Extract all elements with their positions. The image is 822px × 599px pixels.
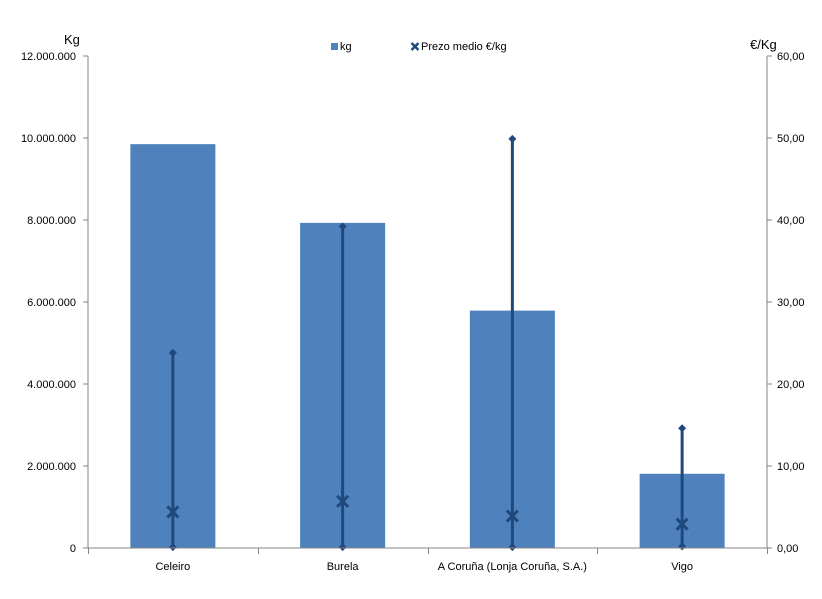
price-series bbox=[166, 134, 689, 552]
price-low-marker-2 bbox=[338, 543, 347, 552]
price-high-marker-1 bbox=[168, 348, 177, 357]
right-tick-label-2: 20,00 bbox=[777, 379, 805, 391]
left-tick-label-2: 4.000.000 bbox=[27, 379, 76, 391]
price-low-marker-1 bbox=[168, 543, 177, 552]
left-tick-label-6: 12.000.000 bbox=[21, 51, 76, 63]
category-label-3: A Coruña (Lonja Coruña, S.A.) bbox=[438, 561, 587, 573]
category-label-1: Celeiro bbox=[155, 561, 190, 573]
legend-price-marker bbox=[410, 42, 420, 51]
left-tick-label-5: 10.000.000 bbox=[21, 133, 76, 145]
left-axis-ticks: 0 2.000.000 4.000.000 6.000.000 8.000.000 10.… bbox=[21, 51, 88, 555]
left-tick-label-4: 8.000.000 bbox=[27, 215, 76, 227]
right-axis-unit-label: €/Kg bbox=[750, 37, 777, 52]
legend-price-x-icon bbox=[410, 42, 420, 51]
price-high-marker-4 bbox=[678, 424, 687, 433]
category-labels: Celeiro Burela A Coruña (Lonja Coruña, S.A… bbox=[155, 561, 693, 573]
right-tick-label-5: 50,00 bbox=[777, 133, 805, 145]
price-mean-marker-3 bbox=[505, 509, 519, 523]
legend-kg-swatch bbox=[331, 43, 338, 50]
price-mean-marker-2-stroke-b bbox=[336, 494, 350, 508]
legend-kg-label: kg bbox=[340, 41, 352, 53]
category-label-4: Vigo bbox=[671, 561, 693, 573]
left-axis-unit-label: Kg bbox=[64, 32, 80, 47]
price-mean-marker-1 bbox=[166, 505, 180, 519]
price-mean-marker-4 bbox=[675, 517, 689, 531]
right-axis-ticks: 0,00 10,00 20,00 30,00 40,00 50,00 60,00 bbox=[767, 51, 805, 555]
price-mean-marker-3-stroke-b bbox=[505, 509, 519, 523]
right-tick-label-3: 30,00 bbox=[777, 297, 805, 309]
right-tick-label-4: 40,00 bbox=[777, 215, 805, 227]
price-high-marker-3 bbox=[508, 134, 517, 143]
right-tick-label-1: 10,00 bbox=[777, 461, 805, 473]
bar-series bbox=[130, 144, 725, 548]
legend-price-label: Prezo medio €/kg bbox=[421, 41, 507, 53]
price-high-marker-2 bbox=[338, 222, 347, 231]
left-tick-label-1: 2.000.000 bbox=[27, 461, 76, 473]
category-label-2: Burela bbox=[327, 561, 360, 573]
right-tick-label-0: 0,00 bbox=[777, 543, 798, 555]
left-tick-label-3: 6.000.000 bbox=[27, 297, 76, 309]
price-mean-marker-1-stroke-b bbox=[166, 505, 180, 519]
legend: kg Prezo medio €/kg bbox=[331, 41, 507, 53]
right-tick-label-6: 60,00 bbox=[777, 51, 805, 63]
price-mean-marker-2 bbox=[336, 494, 350, 508]
left-tick-label-0: 0 bbox=[70, 543, 76, 555]
price-low-marker-3 bbox=[508, 543, 517, 552]
legend-price-x-icon-stroke-b bbox=[410, 42, 420, 51]
price-mean-marker-4-stroke-b bbox=[675, 517, 689, 531]
